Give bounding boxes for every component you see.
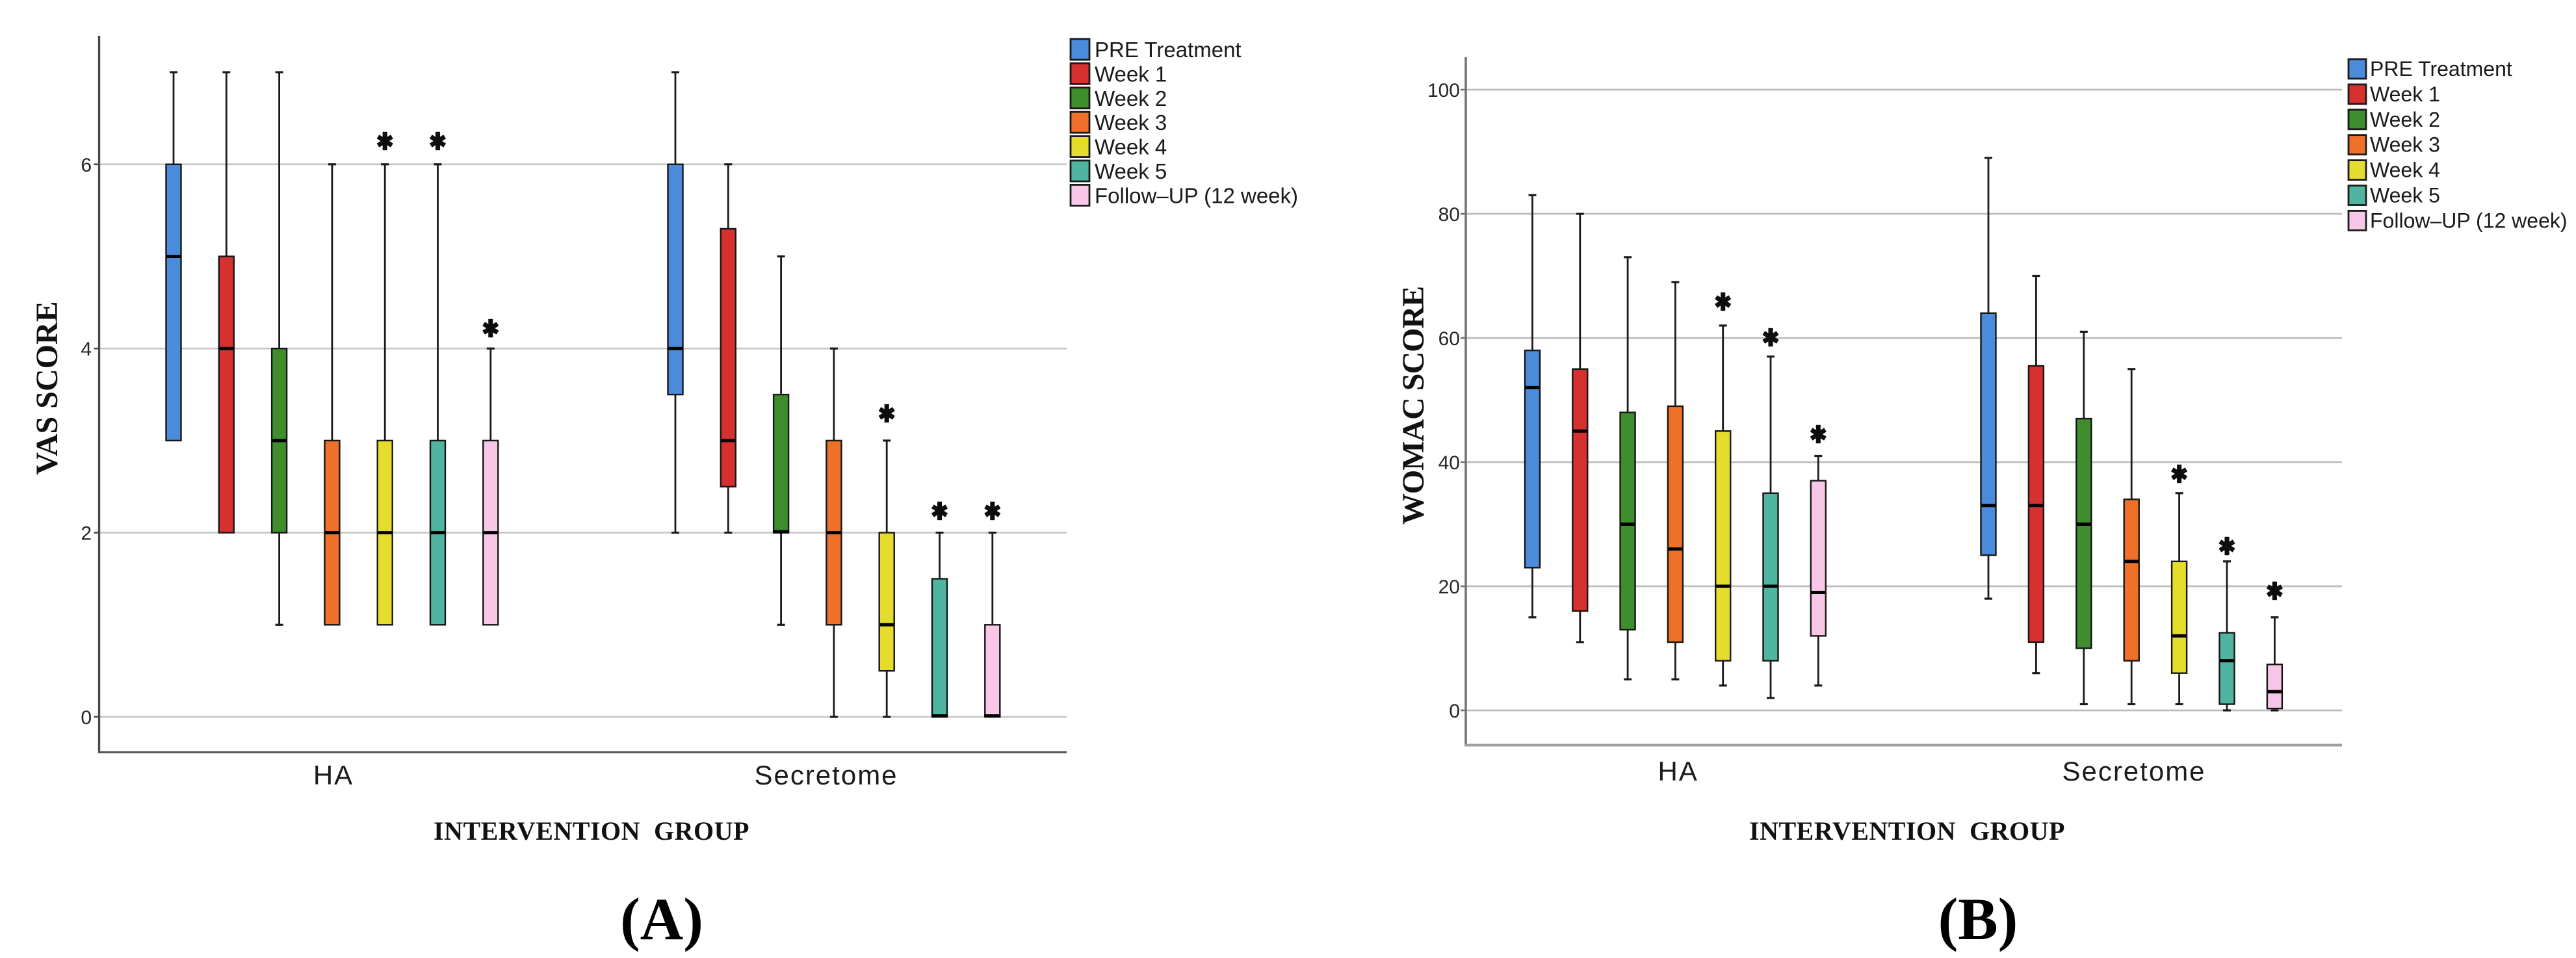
svg-text:WOMAC SCORE: WOMAC SCORE — [1396, 287, 1431, 524]
svg-text:2: 2 — [81, 523, 92, 545]
svg-text:Follow–UP (12 week): Follow–UP (12 week) — [1095, 183, 1298, 207]
svg-text:Week 5: Week 5 — [2370, 184, 2440, 207]
svg-text:Week 5: Week 5 — [1095, 159, 1167, 183]
svg-text:PRE Treatment: PRE Treatment — [1095, 38, 1242, 62]
svg-text:0: 0 — [1449, 701, 1460, 722]
svg-text:Week 3: Week 3 — [2370, 133, 2440, 157]
svg-text:80: 80 — [1438, 204, 1460, 226]
svg-text:Week 2: Week 2 — [1095, 86, 1167, 110]
svg-text:INTERVENTION GROUP: INTERVENTION GROUP — [434, 816, 749, 846]
svg-text:Secretome: Secretome — [2062, 756, 2205, 786]
svg-text:Week 4: Week 4 — [2370, 159, 2440, 182]
svg-text:100: 100 — [1427, 80, 1460, 101]
svg-text:40: 40 — [1438, 452, 1460, 474]
svg-text:HA: HA — [1658, 756, 1698, 786]
svg-text:Week 2: Week 2 — [2370, 108, 2440, 131]
svg-text:Week 1: Week 1 — [1095, 62, 1167, 86]
svg-text:Week 3: Week 3 — [1095, 110, 1167, 135]
svg-text:PRE Treatment: PRE Treatment — [2370, 57, 2512, 81]
svg-text:0: 0 — [81, 707, 92, 729]
svg-text:VAS SCORE: VAS SCORE — [30, 301, 64, 474]
svg-text:(B): (B) — [1938, 886, 2018, 952]
svg-text:Secretome: Secretome — [754, 760, 898, 790]
svg-text:20: 20 — [1438, 576, 1460, 598]
svg-text:Follow–UP (12 week): Follow–UP (12 week) — [2370, 209, 2568, 232]
svg-text:(A): (A) — [620, 886, 703, 952]
svg-text:6: 6 — [81, 155, 92, 176]
svg-text:HA: HA — [313, 760, 354, 790]
svg-text:4: 4 — [81, 339, 92, 360]
svg-text:60: 60 — [1438, 328, 1460, 350]
svg-text:Week 4: Week 4 — [1095, 135, 1167, 159]
svg-text:INTERVENTION GROUP: INTERVENTION GROUP — [1749, 816, 2065, 846]
svg-text:Week 1: Week 1 — [2370, 83, 2440, 106]
